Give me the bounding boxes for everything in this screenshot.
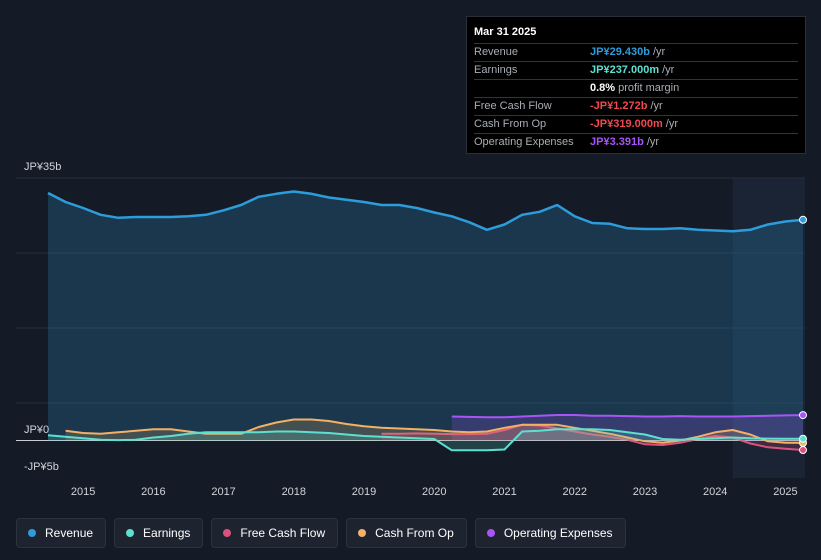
x-tick-label: 2023 xyxy=(633,486,657,498)
tooltip-row-unit: profit margin xyxy=(618,82,680,94)
legend-dot-icon xyxy=(486,529,495,537)
tooltip-row-unit: /yr xyxy=(652,46,666,58)
tooltip-row-label: Operating Expenses xyxy=(474,136,574,148)
x-tick-label: 2017 xyxy=(211,486,235,498)
x-tick-label: 2018 xyxy=(282,486,306,498)
x-tick-label: 2021 xyxy=(492,486,516,498)
earnings-area xyxy=(48,429,803,451)
legend-dot-icon xyxy=(358,529,367,537)
legend: Revenue Earnings Free Cash Flow Cash From O… xyxy=(16,518,626,548)
tooltip-row: Revenue JP¥29.430b/yr xyxy=(474,44,798,62)
y-label-top: JP¥35b xyxy=(24,161,61,173)
opex-end-point xyxy=(799,411,807,420)
legend-label: Revenue xyxy=(45,526,94,540)
x-tick-label: 2024 xyxy=(703,486,727,498)
earnings-line xyxy=(47,428,803,452)
tooltip-row-value: -JP¥319.000m xyxy=(590,118,663,130)
legend-dot-icon xyxy=(223,529,232,537)
revenue-end-point xyxy=(799,215,807,224)
legend-label: Earnings xyxy=(143,526,191,540)
tooltip-row-label: Cash From Op xyxy=(474,118,547,130)
tooltip: Mar 31 2025 Revenue JP¥29.430b/yr Earnings… xyxy=(466,16,806,154)
tooltip-row: Free Cash Flow -JP¥1.272b/yr xyxy=(474,98,798,116)
legend-item-operating-expenses[interactable]: Operating Expenses xyxy=(474,518,626,548)
legend-item-revenue[interactable]: Revenue xyxy=(16,518,107,548)
tooltip-row-value: JP¥3.391b xyxy=(590,136,644,148)
x-tick-label: 2022 xyxy=(563,486,587,498)
tooltip-row-unit: /yr xyxy=(662,64,675,76)
tooltip-row-label: Revenue xyxy=(474,46,519,58)
tooltip-row-label: Free Cash Flow xyxy=(474,100,552,112)
x-tick-label: 2015 xyxy=(71,486,95,498)
legend-dot-icon xyxy=(28,529,36,537)
tooltip-row-label xyxy=(474,80,590,97)
x-tick-label: 2019 xyxy=(352,486,376,498)
tooltip-date: Mar 31 2025 xyxy=(474,25,798,44)
legend-label: Cash From Op xyxy=(375,526,454,540)
tooltip-row: Earnings JP¥237.000m/yr xyxy=(474,62,798,80)
y-label-bottom: -JP¥5b xyxy=(24,461,59,473)
legend-item-earnings[interactable]: Earnings xyxy=(114,518,204,548)
x-tick-label: 2016 xyxy=(141,486,165,498)
revenue-line xyxy=(47,190,804,233)
legend-label: Operating Expenses xyxy=(503,526,613,540)
opex-line xyxy=(451,414,804,419)
tooltip-row-value: JP¥29.430b xyxy=(590,46,650,58)
x-tick-label: 2020 xyxy=(422,486,446,498)
fcf-area xyxy=(381,424,803,450)
legend-dot-icon xyxy=(126,529,135,537)
legend-label: Free Cash Flow xyxy=(240,526,326,540)
x-tick-label: 2025 xyxy=(773,486,797,498)
tooltip-row-value: -JP¥1.272b xyxy=(590,100,648,112)
tooltip-row-unit: /yr xyxy=(665,118,679,130)
legend-item-free-cash-flow[interactable]: Free Cash Flow xyxy=(211,518,339,548)
revenue-area xyxy=(48,191,803,441)
legend-item-cash-from-op[interactable]: Cash From Op xyxy=(346,518,467,548)
opex-area xyxy=(451,415,803,441)
cfo-area xyxy=(65,419,804,443)
tooltip-row: 0.8% profit margin xyxy=(474,80,798,98)
tooltip-row-unit: /yr xyxy=(646,136,660,148)
tooltip-row: Cash From Op -JP¥319.000m/yr xyxy=(474,116,798,134)
fcf-end-point xyxy=(799,446,807,455)
tooltip-row-value: JP¥237.000m xyxy=(590,64,660,76)
tooltip-row: Operating Expenses JP¥3.391b/yr xyxy=(474,134,798,151)
tooltip-row-unit: /yr xyxy=(650,100,663,112)
y-label-zero: JP¥0 xyxy=(24,424,49,436)
tooltip-row-value: 0.8% xyxy=(590,82,616,94)
tooltip-row-label: Earnings xyxy=(474,64,518,76)
earnings-end-point xyxy=(799,434,807,443)
